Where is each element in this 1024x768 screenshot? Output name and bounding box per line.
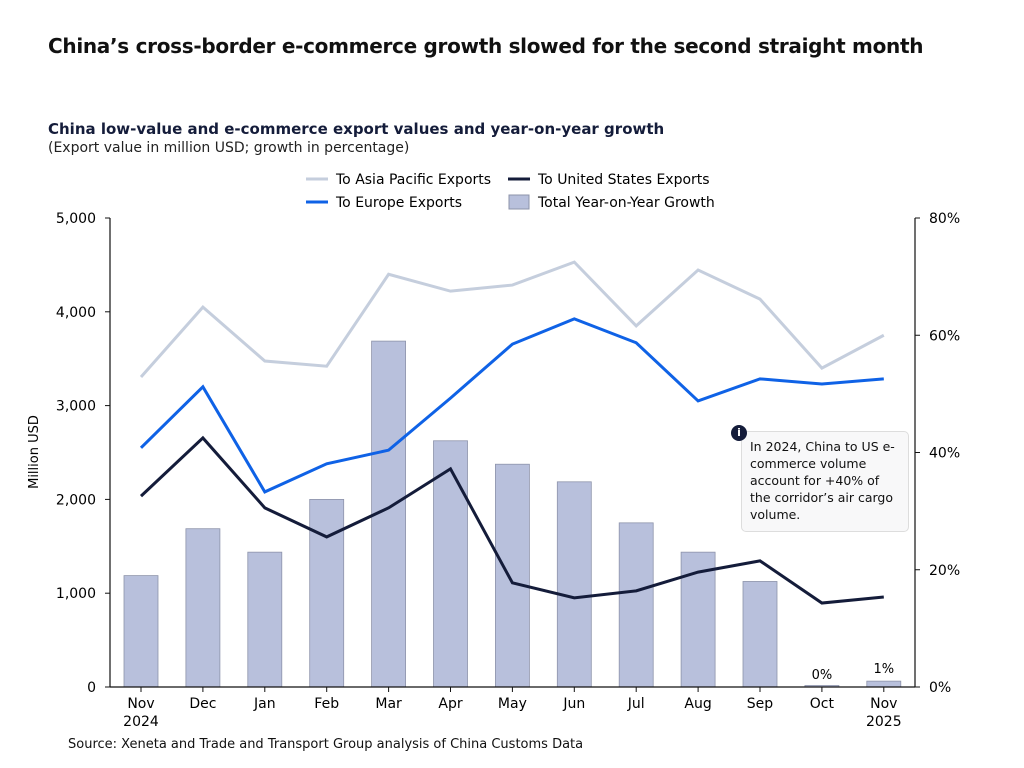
x-tick-label: Apr bbox=[438, 696, 462, 712]
y-axis-label: Million USD bbox=[27, 415, 42, 489]
x-tick-label: Feb bbox=[314, 696, 339, 712]
info-icon: i bbox=[731, 425, 747, 441]
y2-tick-label: 60% bbox=[929, 328, 960, 344]
x-tick-label: Nov bbox=[127, 696, 154, 712]
x-tick-label: 2024 bbox=[123, 714, 159, 730]
source-note: Source: Xeneta and Trade and Transport G… bbox=[68, 737, 584, 752]
x-tick-label: Mar bbox=[375, 696, 402, 712]
y-tick-label: 2,000 bbox=[56, 492, 96, 508]
y-tick-label: 1,000 bbox=[56, 586, 96, 602]
y-tick-label: 5,000 bbox=[56, 211, 96, 227]
y2-tick-label: 80% bbox=[929, 211, 960, 227]
bar-2 bbox=[247, 551, 283, 688]
bar-12 bbox=[866, 680, 902, 688]
bar-8 bbox=[618, 522, 654, 688]
line-to-asia-pacific-exports bbox=[139, 260, 885, 378]
chart-title: China low-value and e-commerce export va… bbox=[48, 120, 665, 138]
data-label-12: 1% bbox=[873, 662, 894, 677]
x-tick-label: Jul bbox=[627, 696, 645, 712]
y2-tick-label: 40% bbox=[929, 446, 960, 462]
annotation-box: In 2024, China to US e-commerce volume a… bbox=[741, 431, 909, 532]
y-tick-label: 0 bbox=[87, 680, 96, 696]
legend-label: To Asia Pacific Exports bbox=[335, 172, 491, 188]
x-tick-label: Jan bbox=[253, 696, 276, 712]
x-tick-label: Dec bbox=[189, 696, 216, 712]
bar-5 bbox=[433, 440, 468, 688]
x-tick-label: Nov bbox=[870, 696, 897, 712]
data-label-11: 0% bbox=[812, 668, 833, 683]
page-title: China’s cross-border e-commerce growth s… bbox=[48, 34, 924, 58]
x-tick-label: Jun bbox=[562, 696, 585, 712]
chart-subtitle: (Export value in million USD; growth in … bbox=[48, 140, 410, 156]
bar-10 bbox=[742, 581, 778, 688]
bar-3 bbox=[309, 498, 345, 688]
y-tick-label: 4,000 bbox=[56, 305, 96, 321]
bar-0 bbox=[123, 575, 159, 688]
bar-7 bbox=[556, 481, 592, 688]
x-tick-label: 2025 bbox=[866, 714, 902, 730]
bar-1 bbox=[185, 528, 221, 688]
y-tick-label: 3,000 bbox=[56, 399, 96, 415]
x-tick-label: May bbox=[498, 696, 527, 712]
legend-swatch bbox=[508, 194, 530, 210]
x-tick-label: Oct bbox=[810, 696, 835, 712]
y2-tick-label: 0% bbox=[929, 680, 951, 696]
x-tick-label: Sep bbox=[747, 696, 774, 712]
legend-label: Total Year-on-Year Growth bbox=[537, 195, 715, 211]
y2-tick-label: 20% bbox=[929, 563, 960, 579]
legend-label: To United States Exports bbox=[537, 172, 710, 188]
legend-label: To Europe Exports bbox=[335, 195, 462, 211]
bar-6 bbox=[494, 463, 530, 688]
x-tick-label: Aug bbox=[684, 696, 711, 712]
